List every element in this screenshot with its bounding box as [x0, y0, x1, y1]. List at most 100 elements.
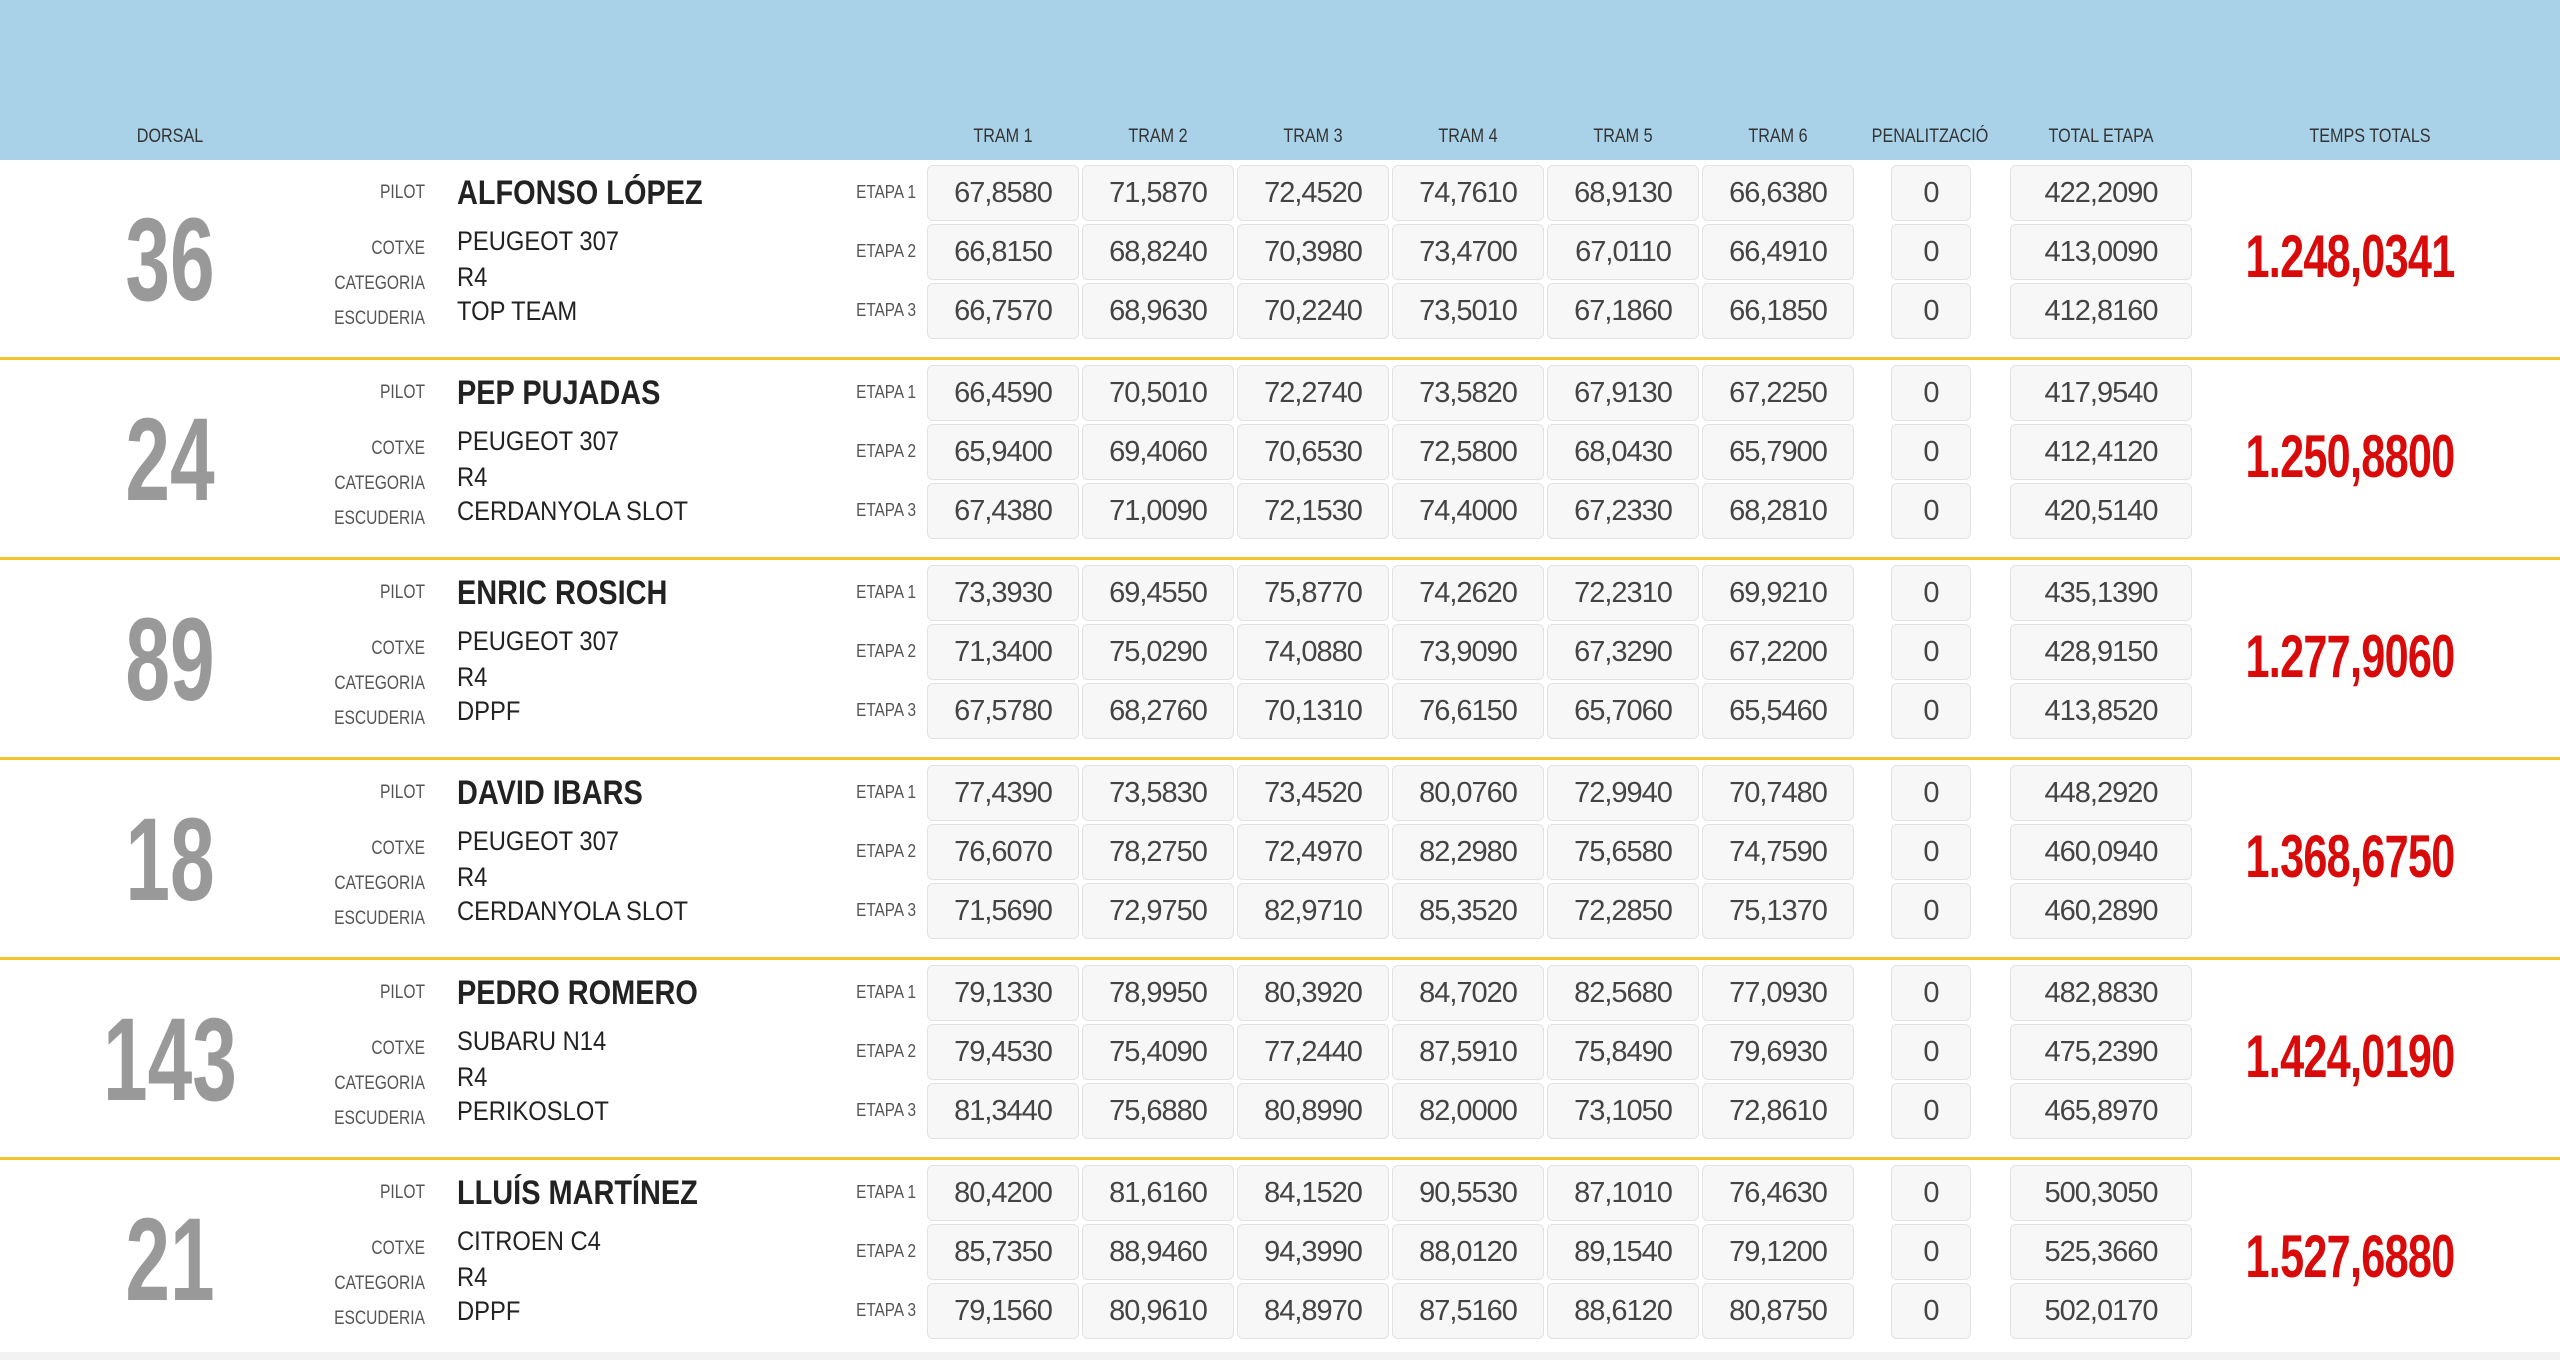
etapa-label: ETAPA 2	[856, 441, 916, 461]
entry-row: 36 PILOT ALFONSO LÓPEZ COTXE PEUGEOT 307 CATE…	[0, 160, 2560, 360]
tram-time-cell: 68,2760	[1082, 683, 1234, 739]
escuderia-value: CERDANYOLA SLOT	[457, 496, 689, 526]
header-tram-3: TRAM 3	[1283, 126, 1343, 147]
etapa-label: ETAPA 3	[856, 1100, 916, 1120]
label-pilot: PILOT	[379, 982, 425, 1003]
etapa-label: ETAPA 2	[856, 1241, 916, 1261]
tram-time-cell: 71,3400	[927, 624, 1079, 680]
tram-time-cell: 78,9950	[1082, 965, 1234, 1021]
tram-time-cell: 73,3930	[927, 565, 1079, 621]
penalty-cell: 0	[1891, 483, 1971, 539]
tram-time-cell: 72,4970	[1237, 824, 1389, 880]
etapa-label: ETAPA 3	[856, 500, 916, 520]
etapa-label: ETAPA 2	[856, 241, 916, 261]
tram-time-cell: 82,2980	[1392, 824, 1544, 880]
tram-time-cell: 71,5690	[927, 883, 1079, 939]
pilot-value: PEP PUJADAS	[457, 374, 661, 412]
tram-time-cell: 74,2620	[1392, 565, 1544, 621]
penalty-cell: 0	[1891, 165, 1971, 221]
label-escuderia: ESCUDERIA	[334, 1308, 425, 1329]
stage-total-cell: 465,8970	[2010, 1083, 2192, 1139]
tram-time-cell: 70,6530	[1237, 424, 1389, 480]
header-penalitzacio: PENALITZACIÓ	[1871, 126, 1989, 147]
header-dorsal: DORSAL	[136, 126, 204, 147]
overall-total-time: 1.424,0190	[2245, 1023, 2455, 1090]
tram-time-cell: 68,8240	[1082, 224, 1234, 280]
tram-time-cell: 73,5830	[1082, 765, 1234, 821]
dorsal-number: 36	[125, 194, 215, 326]
stage-total-cell: 413,0090	[2010, 224, 2192, 280]
cotxe-value: PEUGEOT 307	[457, 826, 620, 856]
results-header: DORSAL TRAM 1 TRAM 2 TRAM 3 TRAM 4 TRAM …	[0, 0, 2560, 160]
penalty-cell: 0	[1891, 224, 1971, 280]
stage-total-cell: 435,1390	[2010, 565, 2192, 621]
label-categoria: CATEGORIA	[334, 1073, 425, 1094]
etapa-label: ETAPA 3	[856, 700, 916, 720]
tram-time-cell: 77,4390	[927, 765, 1079, 821]
categoria-value: R4	[457, 862, 488, 892]
label-pilot: PILOT	[379, 1182, 425, 1203]
tram-time-cell: 72,4520	[1237, 165, 1389, 221]
penalty-cell: 0	[1891, 765, 1971, 821]
cotxe-value: CITROEN C4	[457, 1226, 601, 1256]
tram-time-cell: 66,4910	[1702, 224, 1854, 280]
categoria-value: R4	[457, 1262, 488, 1292]
escuderia-value: CERDANYOLA SLOT	[457, 896, 689, 926]
tram-time-cell: 84,1520	[1237, 1165, 1389, 1221]
overall-total-time: 1.277,9060	[2245, 623, 2455, 690]
tram-time-cell: 68,0430	[1547, 424, 1699, 480]
tram-time-cell: 90,5530	[1392, 1165, 1544, 1221]
tram-time-cell: 88,0120	[1392, 1224, 1544, 1280]
escuderia-value: PERIKOSLOT	[457, 1096, 609, 1126]
label-categoria: CATEGORIA	[334, 873, 425, 894]
stage-total-cell: 448,2920	[2010, 765, 2192, 821]
tram-time-cell: 73,1050	[1547, 1083, 1699, 1139]
header-tram-2: TRAM 2	[1128, 126, 1188, 147]
etapa-label: ETAPA 1	[856, 182, 916, 202]
tram-time-cell: 67,5780	[927, 683, 1079, 739]
tram-time-cell: 75,0290	[1082, 624, 1234, 680]
tram-time-cell: 70,5010	[1082, 365, 1234, 421]
dorsal-number: 24	[125, 394, 215, 526]
penalty-cell: 0	[1891, 965, 1971, 1021]
tram-time-cell: 65,5460	[1702, 683, 1854, 739]
label-cotxe: COTXE	[371, 1038, 425, 1059]
tram-time-cell: 80,8990	[1237, 1083, 1389, 1139]
label-categoria: CATEGORIA	[334, 1273, 425, 1294]
tram-time-cell: 73,5820	[1392, 365, 1544, 421]
escuderia-value: DPPF	[457, 1296, 521, 1326]
stage-total-cell: 500,3050	[2010, 1165, 2192, 1221]
tram-time-cell: 68,2810	[1702, 483, 1854, 539]
header-tram-6: TRAM 6	[1748, 126, 1808, 147]
pilot-value: ALFONSO LÓPEZ	[457, 174, 703, 212]
tram-time-cell: 73,5010	[1392, 283, 1544, 339]
tram-time-cell: 72,2740	[1237, 365, 1389, 421]
tram-time-cell: 65,7060	[1547, 683, 1699, 739]
tram-time-cell: 77,0930	[1702, 965, 1854, 1021]
tram-time-cell: 80,8750	[1702, 1283, 1854, 1339]
tram-time-cell: 75,1370	[1702, 883, 1854, 939]
penalty-cell: 0	[1891, 565, 1971, 621]
tram-time-cell: 66,8150	[927, 224, 1079, 280]
pilot-value: ENRIC ROSICH	[457, 574, 668, 612]
tram-time-cell: 73,9090	[1392, 624, 1544, 680]
stage-total-cell: 412,8160	[2010, 283, 2192, 339]
cotxe-value: PEUGEOT 307	[457, 626, 620, 656]
tram-time-cell: 89,1540	[1547, 1224, 1699, 1280]
tram-time-cell: 75,6580	[1547, 824, 1699, 880]
stage-total-cell: 460,2890	[2010, 883, 2192, 939]
tram-time-cell: 67,2250	[1702, 365, 1854, 421]
dorsal-number: 143	[103, 994, 237, 1126]
tram-time-cell: 87,5910	[1392, 1024, 1544, 1080]
tram-time-cell: 84,8970	[1237, 1283, 1389, 1339]
etapa-label: ETAPA 3	[856, 900, 916, 920]
stage-total-cell: 475,2390	[2010, 1024, 2192, 1080]
tram-time-cell: 80,4200	[927, 1165, 1079, 1221]
tram-time-cell: 94,3990	[1237, 1224, 1389, 1280]
label-escuderia: ESCUDERIA	[334, 1108, 425, 1129]
categoria-value: R4	[457, 1062, 488, 1092]
etapa-label: ETAPA 1	[856, 382, 916, 402]
tram-time-cell: 67,2200	[1702, 624, 1854, 680]
escuderia-value: TOP TEAM	[457, 296, 578, 326]
label-cotxe: COTXE	[371, 1238, 425, 1259]
